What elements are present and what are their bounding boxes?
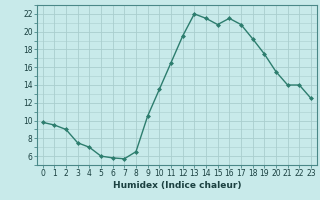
X-axis label: Humidex (Indice chaleur): Humidex (Indice chaleur) [113, 181, 241, 190]
